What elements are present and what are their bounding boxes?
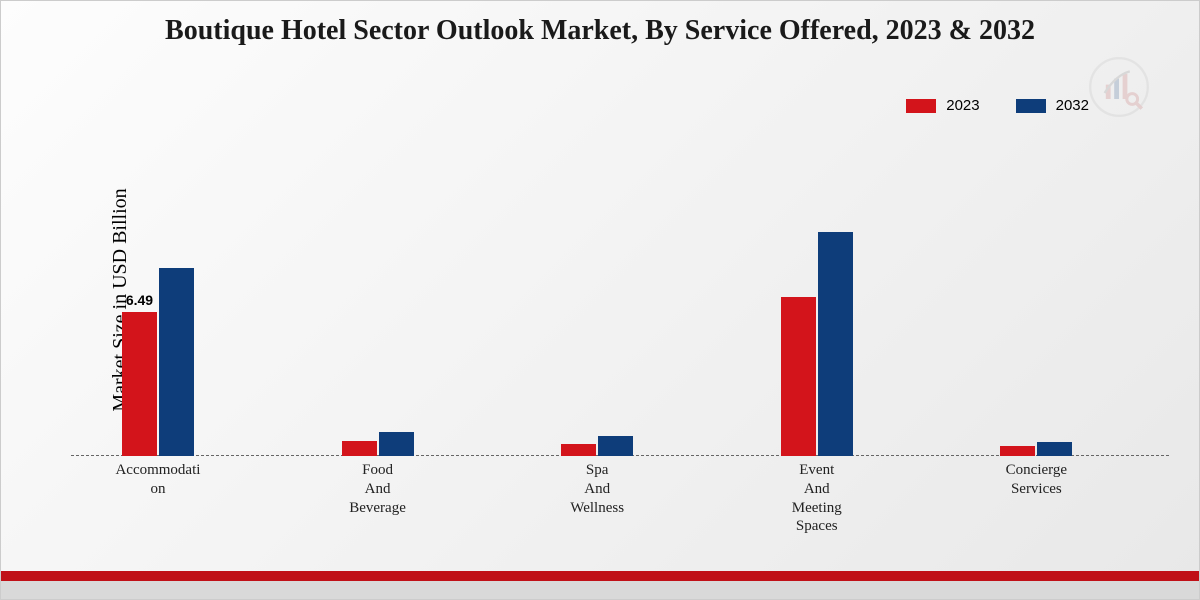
legend-label-2032: 2032 (1056, 97, 1089, 114)
bar-2032-4 (1037, 442, 1072, 456)
bar-group (532, 436, 662, 456)
legend-item-2032: 2032 (1016, 97, 1089, 114)
legend: 2023 2032 (906, 97, 1089, 114)
bar-2023-4 (1000, 446, 1035, 456)
x-axis-category-label: ConciergeServices (971, 461, 1101, 499)
bar-2023-0: 6.49 (122, 312, 157, 456)
bar-group (313, 432, 443, 456)
bar-2023-2 (561, 444, 596, 456)
x-axis-category-label: SpaAndWellness (532, 461, 662, 517)
bar-group (971, 442, 1101, 456)
x-axis-category-label: Accommodation (93, 461, 223, 499)
plot-area: 6.49 (71, 146, 1169, 456)
legend-item-2023: 2023 (906, 97, 979, 114)
footer-accent-bar (1, 571, 1199, 581)
chart-title: Boutique Hotel Sector Outlook Market, By… (1, 1, 1199, 47)
watermark-icon (1089, 57, 1149, 117)
chart-frame: Boutique Hotel Sector Outlook Market, By… (0, 0, 1200, 600)
x-axis-labels: Accommodation FoodAndBeverage SpaAndWellne… (71, 461, 1169, 541)
bar-2023-1 (342, 441, 377, 457)
bar-group: 6.49 (93, 268, 223, 456)
bar-2032-2 (598, 436, 633, 456)
bar-group (752, 232, 882, 456)
legend-label-2023: 2023 (946, 97, 979, 114)
legend-swatch-2032 (1016, 99, 1046, 113)
footer-gray-bar (1, 581, 1199, 599)
x-axis-category-label: EventAndMeetingSpaces (752, 461, 882, 536)
x-axis-category-label: FoodAndBeverage (313, 461, 443, 517)
bar-2032-1 (379, 432, 414, 456)
legend-swatch-2023 (906, 99, 936, 113)
bar-2032-3 (818, 232, 853, 456)
bar-2023-3 (781, 297, 816, 456)
bar-value-label: 6.49 (126, 292, 153, 312)
bar-2032-0 (159, 268, 194, 456)
